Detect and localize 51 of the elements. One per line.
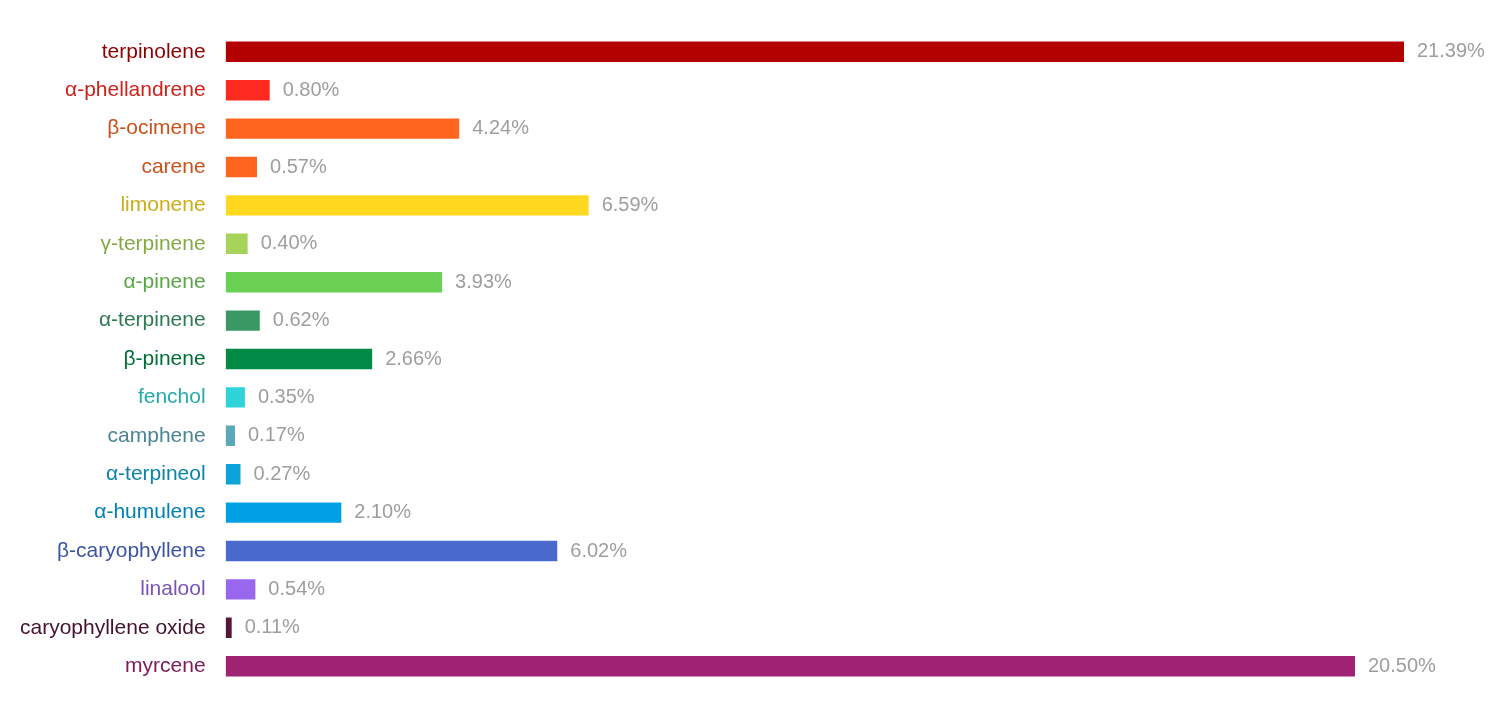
bar xyxy=(225,656,1355,677)
y-tick-label: caryophyllene oxide xyxy=(19,614,206,638)
bar xyxy=(225,348,373,370)
bar xyxy=(225,80,270,101)
y-tick-label: α-pinene xyxy=(123,269,206,292)
data-label: 0.57% xyxy=(270,154,327,177)
data-label: 0.35% xyxy=(257,384,315,407)
bar xyxy=(225,233,248,254)
bar xyxy=(225,310,260,331)
y-tick-label: terpinolene xyxy=(101,38,206,62)
bar xyxy=(225,464,241,485)
data-label: 6.02% xyxy=(570,538,628,561)
y-tick-label: α-terpineol xyxy=(105,461,206,484)
data-label: 0.11% xyxy=(244,615,301,638)
y-tick-label: α-humulene xyxy=(94,499,206,523)
data-label: 0.17% xyxy=(247,423,305,446)
data-label: 0.62% xyxy=(272,308,330,331)
bar xyxy=(225,387,245,408)
data-label: 0.80% xyxy=(282,77,340,100)
data-label: 0.54% xyxy=(268,576,326,599)
data-label: 2.66% xyxy=(385,346,443,369)
data-label: 2.10% xyxy=(354,500,412,523)
bar xyxy=(225,118,460,139)
bar xyxy=(225,579,256,600)
bar xyxy=(225,272,443,293)
bar xyxy=(225,540,558,562)
y-tick-label: β-ocimene xyxy=(107,115,206,139)
bar xyxy=(225,195,589,216)
y-tick-label: limonene xyxy=(120,192,206,216)
data-label: 20.50% xyxy=(1367,653,1437,676)
y-tick-label: β-pinene xyxy=(123,345,206,369)
bar xyxy=(225,425,235,446)
y-tick-label: α-phellandrene xyxy=(65,77,206,100)
data-label: 0.40% xyxy=(260,231,318,254)
data-label: 3.93% xyxy=(455,269,513,292)
data-label: 21.39% xyxy=(1417,39,1486,62)
y-tick-label: camphene xyxy=(107,422,206,446)
y-tick-label: α-terpinene xyxy=(98,307,206,331)
y-tick-label: γ-terpinene xyxy=(100,230,206,254)
bar xyxy=(225,156,258,178)
bar xyxy=(225,617,232,638)
data-label: 4.24% xyxy=(472,116,530,139)
y-tick-label: carene xyxy=(141,153,206,177)
y-tick-label: myrcene xyxy=(125,653,206,676)
y-tick-label: β-caryophyllene xyxy=(56,537,206,561)
bar xyxy=(225,502,342,523)
bar xyxy=(225,41,1404,62)
data-label: 0.27% xyxy=(253,461,311,484)
y-tick-label: linalool xyxy=(140,576,206,600)
y-tick-label: fenchol xyxy=(137,384,206,408)
data-label: 6.59% xyxy=(601,192,659,215)
